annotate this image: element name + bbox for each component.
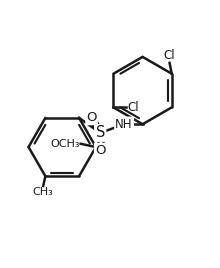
Text: NH: NH [115,118,133,131]
Text: Cl: Cl [164,49,175,62]
Text: CH₃: CH₃ [33,187,54,197]
Text: O: O [95,144,105,157]
Text: O: O [86,111,97,124]
Text: S: S [95,125,105,140]
Text: Cl: Cl [128,101,139,114]
Text: OCH₃: OCH₃ [50,139,80,149]
